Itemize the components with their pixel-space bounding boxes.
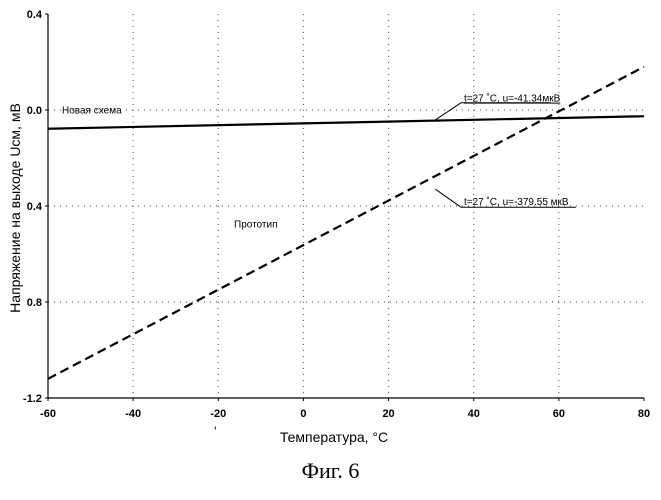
x-tick-label: 20 [382,408,394,420]
stray-tick-mark: ' [214,423,217,439]
series-label-prototype: Прототип [234,220,277,231]
x-tick-label: 0 [300,408,306,420]
x-tick-label: -60 [40,408,56,420]
annotation-leader-prototype [435,189,461,207]
chart: Температура, °С Напряжение на выходе Uсм… [0,0,661,455]
series [48,67,644,379]
annotation-prototype: t=27 ˚С, u=-379.55 мкВ [464,196,569,208]
labels: Температура, °С Напряжение на выходе Uсм… [7,9,650,445]
y-tick-label: 0.8 [27,297,42,309]
x-tick-label: -40 [125,408,141,420]
x-tick-label: 40 [468,408,480,420]
figure-caption: Фиг. 6 [0,458,661,484]
y-tick-label: -1.2 [23,393,42,405]
series-line-new-scheme [48,116,644,128]
annotation-leader-new-scheme [435,103,461,120]
y-tick-label: 0.4 [27,9,43,21]
y-tick-label: 0.4 [27,201,43,213]
x-tick-label: 80 [638,408,650,420]
series-line-prototype [48,67,644,379]
x-tick-label: -20 [210,408,226,420]
x-tick-label: 60 [553,408,565,420]
annotation-new-scheme: t=27 ˚С, u=-41.34мкВ [464,93,561,105]
x-axis-title: Температура, °С [280,429,388,445]
y-tick-label: 0.0 [27,105,42,117]
series-label-new-scheme: Новая схема [62,106,122,117]
y-axis-title: Напряжение на выходе Uсм, мВ [7,103,23,313]
